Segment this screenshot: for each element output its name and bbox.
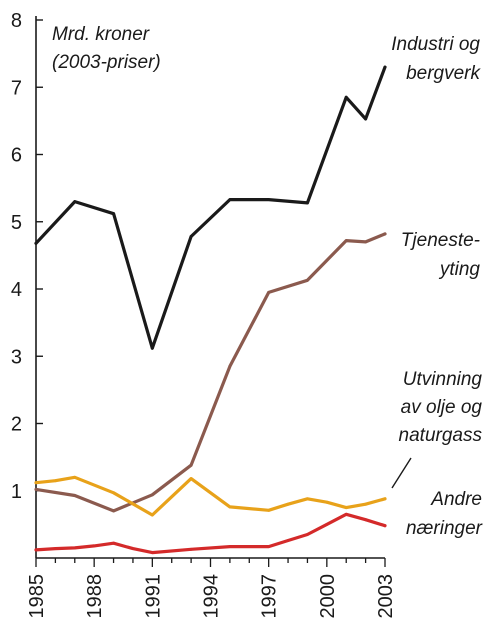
x-tick-label: 2000	[317, 574, 339, 619]
series-layer	[34, 65, 387, 555]
series-label-andre: Andre	[430, 489, 482, 510]
data-point-utvinning	[34, 481, 38, 485]
x-tick-label: 1985	[26, 574, 48, 619]
data-point-utvinning	[325, 500, 329, 504]
data-point-industri	[306, 201, 309, 205]
y-tick-label: 3	[11, 346, 22, 368]
data-point-andre	[189, 547, 193, 551]
data-point-andre	[112, 541, 115, 545]
data-point-utvinning	[228, 505, 232, 509]
data-point-utvinning	[383, 497, 387, 501]
series-line-utvinning	[34, 475, 387, 517]
data-point-industri	[189, 235, 193, 238]
series-label-utvinning: Utvinning	[403, 369, 483, 390]
data-point-tjenesteyting	[150, 493, 154, 497]
data-point-andre	[325, 523, 329, 526]
x-tick-label: 1997	[259, 574, 281, 619]
series-label-utvinning: av olje og	[401, 397, 483, 418]
data-point-tjenesteyting	[364, 240, 367, 244]
data-point-tjenesteyting	[112, 509, 115, 513]
data-point-industri	[228, 198, 232, 202]
data-point-utvinning	[150, 513, 154, 517]
y-tick-label: 5	[11, 212, 22, 234]
series-line-industri	[34, 65, 387, 350]
data-point-tjenesteyting	[383, 232, 387, 236]
y-tick-label: 8	[11, 10, 22, 32]
data-point-utvinning	[306, 497, 309, 501]
data-point-industri	[112, 212, 115, 216]
data-point-tjenesteyting	[267, 291, 271, 294]
data-point-industri	[34, 241, 38, 245]
data-point-industri	[364, 117, 367, 121]
data-point-andre	[150, 551, 154, 554]
y-tick-label: 2	[11, 414, 22, 436]
utvinning-leader-line	[391, 457, 412, 489]
series-label-andre: næringer	[406, 518, 483, 539]
y-tick-label: 7	[11, 77, 22, 99]
series-label-industri: Industri og	[391, 34, 480, 55]
data-point-industri	[150, 346, 154, 350]
series-line-tjenesteyting	[34, 232, 387, 513]
x-tick-label: 1994	[201, 574, 223, 619]
series-label-utvinning: naturgass	[399, 425, 483, 446]
y-tick-label: 6	[11, 145, 22, 167]
data-point-utvinning	[286, 502, 290, 506]
series-label-tjenesteyting: yting	[438, 259, 481, 280]
data-point-andre	[344, 512, 348, 516]
data-point-andre	[364, 518, 367, 522]
unit-label-line: (2003-priser)	[52, 52, 161, 73]
data-point-andre	[228, 545, 232, 548]
data-point-tjenesteyting	[228, 364, 232, 368]
data-point-tjenesteyting	[34, 488, 38, 491]
data-point-andre	[286, 539, 290, 542]
y-tick-label: 4	[11, 279, 22, 301]
y-tick-label: 1	[11, 481, 22, 503]
data-point-utvinning	[267, 508, 271, 512]
data-point-utvinning	[73, 475, 77, 479]
data-point-industri	[73, 200, 77, 204]
x-tick-label: 1991	[142, 574, 164, 619]
data-point-andre	[73, 546, 77, 550]
data-point-industri	[344, 95, 348, 99]
data-point-andre	[383, 524, 387, 528]
data-point-andre	[34, 548, 38, 552]
series-label-industri: bergverk	[406, 63, 481, 84]
data-point-utvinning	[344, 506, 348, 509]
data-point-utvinning	[364, 502, 367, 506]
data-point-tjenesteyting	[344, 239, 348, 243]
axes: 1 2 3 4 5 6 7 8 1985 1988 1991 1994 1997 2000 2003 Mrd.…	[11, 10, 397, 619]
series-line-andre	[34, 512, 387, 555]
data-point-andre	[306, 533, 309, 536]
data-point-utvinning	[112, 491, 115, 495]
x-tick-label: 2003	[375, 574, 397, 619]
data-point-tjenesteyting	[189, 463, 193, 467]
data-point-utvinning	[54, 479, 57, 483]
unit-label-line: Mrd. kroner	[52, 24, 150, 45]
series-label-tjenesteyting: Tjeneste-	[401, 230, 480, 251]
x-tick-label: 1988	[84, 574, 106, 619]
data-point-andre	[131, 547, 135, 550]
labels-layer: Industri og bergverk Tjeneste-yting Utvinni…	[391, 34, 482, 539]
data-point-andre	[267, 545, 271, 548]
data-point-utvinning	[189, 477, 193, 480]
data-point-tjenesteyting	[73, 494, 77, 497]
data-point-andre	[92, 544, 96, 548]
data-point-industri	[267, 198, 271, 202]
data-point-industri	[383, 65, 387, 69]
data-point-tjenesteyting	[306, 278, 309, 282]
data-point-andre	[54, 547, 57, 550]
